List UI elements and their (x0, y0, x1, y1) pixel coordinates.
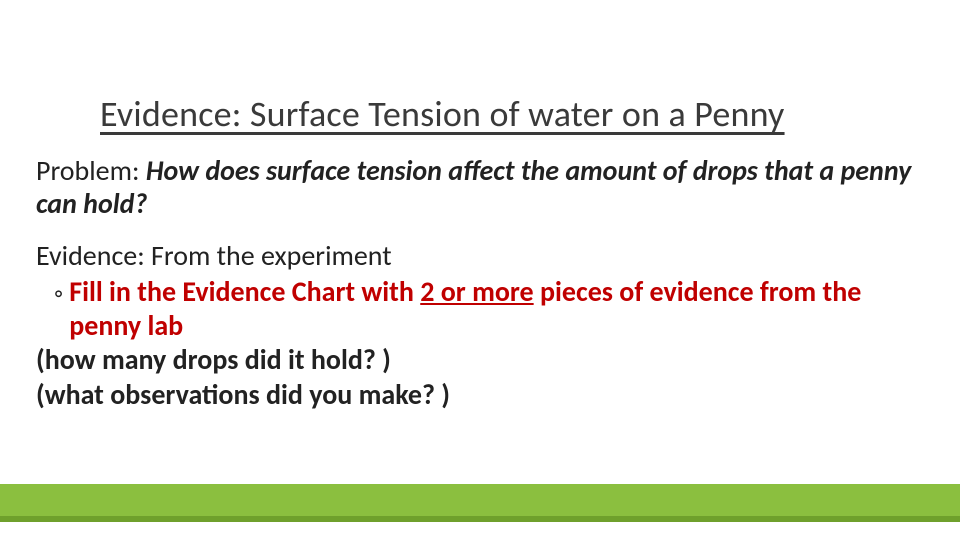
evidence-line: Evidence: From the experiment (36, 238, 920, 273)
bullet-pre: Fill in the Evidence Chart with (69, 274, 420, 309)
bullet-marker-icon: ◦ (54, 277, 63, 310)
followup-2: (what observations did you make? ) (36, 378, 920, 412)
slide-title: Evidence: Surface Tension of water on a … (100, 92, 920, 136)
bullet-text: Fill in the Evidence Chart with 2 or mor… (69, 275, 920, 343)
problem-question: How does surface tension affect the amou… (36, 153, 911, 221)
slide: Evidence: Surface Tension of water on a … (0, 0, 960, 540)
problem-line: Problem: How does surface tension affect… (36, 154, 920, 220)
footer-accent-dark (0, 516, 960, 522)
followup-1: (how many drops did it hold? ) (36, 343, 920, 377)
bullet-underlined: 2 or more (420, 274, 533, 309)
evidence-bullet: ◦ Fill in the Evidence Chart with 2 or m… (54, 275, 920, 343)
slide-body: Problem: How does surface tension affect… (36, 154, 920, 412)
problem-label: Problem: (36, 153, 146, 188)
footer-accent-bar (0, 480, 960, 516)
